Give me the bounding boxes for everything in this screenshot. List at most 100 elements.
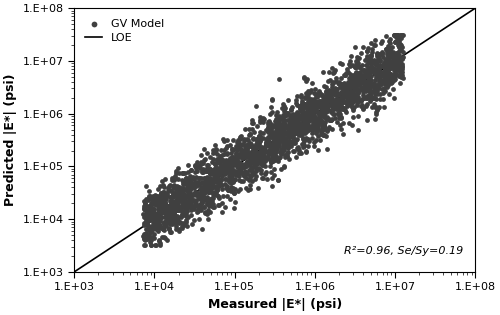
GV Model bbox=[309, 118, 317, 123]
GV Model bbox=[304, 107, 312, 112]
GV Model bbox=[220, 148, 228, 153]
GV Model bbox=[334, 98, 342, 103]
GV Model bbox=[248, 164, 256, 169]
GV Model bbox=[316, 111, 324, 116]
GV Model bbox=[187, 184, 195, 189]
GV Model bbox=[194, 180, 202, 185]
GV Model bbox=[397, 47, 405, 52]
GV Model bbox=[397, 63, 405, 68]
GV Model bbox=[300, 122, 308, 127]
GV Model bbox=[262, 143, 270, 148]
GV Model bbox=[242, 152, 250, 158]
GV Model bbox=[211, 171, 219, 176]
GV Model bbox=[182, 195, 190, 200]
GV Model bbox=[210, 167, 218, 172]
GV Model bbox=[362, 49, 370, 54]
GV Model bbox=[257, 147, 265, 152]
GV Model bbox=[245, 143, 253, 148]
GV Model bbox=[344, 82, 352, 87]
GV Model bbox=[232, 156, 240, 161]
GV Model bbox=[211, 162, 219, 167]
GV Model bbox=[228, 179, 236, 184]
GV Model bbox=[361, 57, 369, 62]
GV Model bbox=[282, 144, 290, 149]
GV Model bbox=[362, 68, 370, 73]
GV Model bbox=[201, 209, 209, 214]
GV Model bbox=[336, 114, 344, 119]
GV Model bbox=[192, 190, 200, 195]
GV Model bbox=[352, 94, 360, 100]
GV Model bbox=[376, 58, 384, 63]
GV Model bbox=[250, 136, 258, 141]
GV Model bbox=[242, 152, 250, 157]
GV Model bbox=[150, 210, 158, 215]
GV Model bbox=[184, 192, 192, 197]
GV Model bbox=[316, 89, 324, 94]
GV Model bbox=[224, 187, 232, 192]
GV Model bbox=[180, 201, 188, 206]
GV Model bbox=[380, 76, 388, 81]
GV Model bbox=[306, 127, 314, 132]
GV Model bbox=[198, 191, 206, 196]
GV Model bbox=[298, 99, 306, 104]
GV Model bbox=[195, 175, 203, 180]
GV Model bbox=[206, 210, 214, 215]
GV Model bbox=[290, 120, 298, 125]
GV Model bbox=[246, 165, 254, 170]
GV Model bbox=[256, 150, 264, 155]
GV Model bbox=[296, 116, 304, 121]
GV Model bbox=[199, 166, 207, 171]
GV Model bbox=[312, 94, 320, 99]
GV Model bbox=[386, 78, 394, 83]
GV Model bbox=[156, 201, 164, 206]
GV Model bbox=[372, 68, 380, 73]
GV Model bbox=[363, 102, 371, 107]
GV Model bbox=[175, 186, 183, 192]
GV Model bbox=[259, 160, 267, 165]
GV Model bbox=[244, 187, 252, 192]
GV Model bbox=[298, 129, 306, 134]
GV Model bbox=[307, 96, 315, 101]
GV Model bbox=[268, 131, 276, 136]
GV Model bbox=[312, 118, 320, 123]
GV Model bbox=[270, 152, 278, 157]
GV Model bbox=[328, 65, 336, 70]
GV Model bbox=[299, 107, 307, 112]
GV Model bbox=[366, 57, 374, 62]
GV Model bbox=[328, 100, 336, 105]
GV Model bbox=[310, 102, 318, 107]
GV Model bbox=[347, 81, 355, 86]
GV Model bbox=[196, 202, 204, 207]
GV Model bbox=[198, 197, 206, 202]
GV Model bbox=[184, 197, 192, 202]
GV Model bbox=[158, 206, 166, 211]
GV Model bbox=[324, 88, 332, 93]
GV Model bbox=[278, 133, 285, 138]
GV Model bbox=[162, 203, 170, 208]
GV Model bbox=[206, 167, 214, 172]
GV Model bbox=[282, 138, 290, 143]
GV Model bbox=[304, 99, 312, 104]
GV Model bbox=[218, 187, 226, 192]
GV Model bbox=[390, 74, 398, 79]
GV Model bbox=[274, 128, 282, 133]
GV Model bbox=[391, 55, 399, 60]
GV Model bbox=[178, 205, 186, 210]
GV Model bbox=[360, 86, 368, 91]
GV Model bbox=[350, 104, 358, 109]
GV Model bbox=[370, 77, 378, 82]
GV Model bbox=[184, 193, 192, 198]
GV Model bbox=[350, 88, 358, 93]
GV Model bbox=[229, 179, 237, 184]
GV Model bbox=[172, 204, 180, 209]
GV Model bbox=[145, 204, 153, 209]
GV Model bbox=[175, 185, 183, 190]
GV Model bbox=[391, 61, 399, 66]
GV Model bbox=[204, 180, 212, 185]
GV Model bbox=[363, 62, 371, 67]
GV Model bbox=[276, 147, 284, 152]
GV Model bbox=[390, 60, 398, 65]
GV Model bbox=[304, 114, 312, 119]
GV Model bbox=[166, 204, 173, 209]
GV Model bbox=[336, 101, 344, 106]
